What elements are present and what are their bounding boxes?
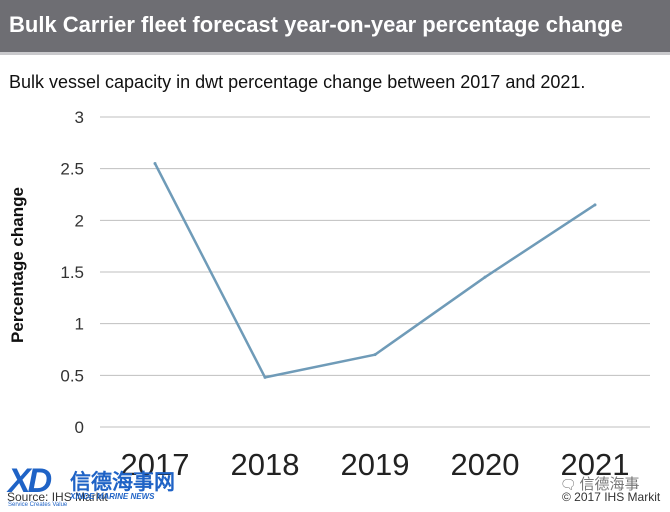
series-line: [153, 162, 596, 379]
watermark-logo-cn: 信德海事网: [70, 471, 175, 494]
y-tick-label: 1: [75, 315, 84, 334]
chat-bubble-icon: 🗨: [560, 477, 577, 492]
copyright-note: © 2017 IHS Markit: [562, 490, 661, 504]
y-tick-label: 2: [75, 211, 84, 230]
watermark-logo-en: XINDE MARINE NEWS: [70, 492, 155, 501]
watermark-logo: XD 信德海事网 XINDE MARINE NEWS Service Creat…: [8, 462, 175, 510]
y-tick-label: 1.5: [60, 263, 84, 282]
y-tick-label: 0.5: [60, 366, 84, 385]
chart-title: Bulk Carrier fleet forecast year-on-year…: [9, 12, 623, 37]
x-tick-label: 2018: [231, 447, 300, 482]
y-tick-label: 0: [75, 418, 84, 437]
data-point: [373, 353, 377, 357]
chart-subtitle: Bulk vessel capacity in dwt percentage c…: [9, 72, 586, 92]
data-point: [593, 203, 597, 207]
source-note: Source: IHS Markit: [7, 490, 108, 504]
x-tick-label: 2017: [121, 447, 190, 482]
title-bar: Bulk Carrier fleet forecast year-on-year…: [0, 0, 670, 55]
wechat-label: 信德海事: [579, 476, 640, 493]
watermark-logo-mark: XD: [8, 462, 52, 500]
x-tick-label: 2019: [341, 447, 410, 482]
data-point: [263, 375, 267, 379]
watermark-logo-tagline: Service Creates Value: [8, 502, 68, 508]
data-point: [483, 275, 487, 279]
y-tick-label: 2.5: [60, 160, 84, 179]
y-tick-label: 3: [75, 108, 84, 127]
wechat-watermark: 🗨 信德海事: [560, 473, 640, 494]
data-point: [153, 162, 157, 165]
x-tick-label: 2020: [451, 447, 520, 482]
x-tick-label: 2021: [561, 447, 630, 482]
